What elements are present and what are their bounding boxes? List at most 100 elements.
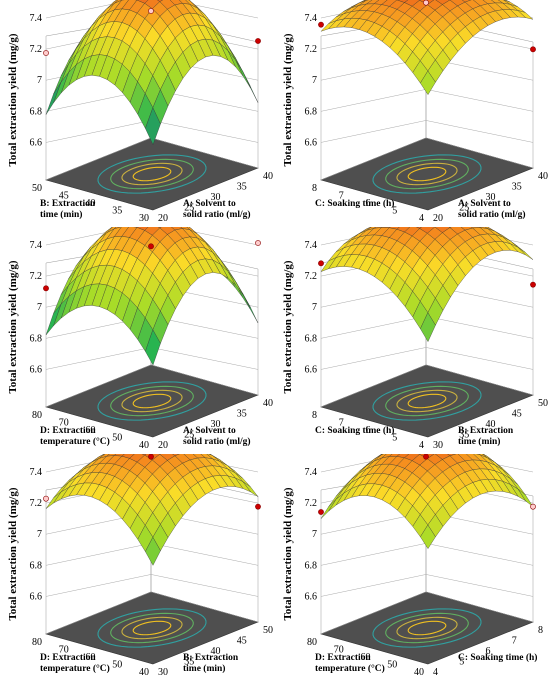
plot-1-surface-cell-117 <box>235 59 251 89</box>
plot-4-zlabel: Total extraction yield (mg/g) <box>282 260 294 393</box>
plot-5-xtick-4: 50 <box>263 625 273 636</box>
plot-2-xtick-3: 35 <box>512 182 522 193</box>
plot-1-ytick-4: 50 <box>32 183 42 194</box>
plot-2-xlabel-line-1: solid ratio (ml/g) <box>458 209 526 220</box>
plot-2-contour-1 <box>396 162 458 186</box>
plot-5-xlabel-line-1: time (min) <box>183 663 225 674</box>
plot-4-xlabel-line-1: time (min) <box>458 436 500 447</box>
plot-1-ztick-3: 7.2 <box>30 44 43 55</box>
plot-4-ytick-1: 5 <box>392 433 397 444</box>
plot-6-xtick-2: 6 <box>486 646 491 657</box>
plot-4-ztick-2: 7 <box>312 302 317 313</box>
plot-6-xtick-3: 7 <box>512 636 517 647</box>
plot-3-design-point-1 <box>43 285 49 292</box>
plot-5-surface-cell-195 <box>145 536 161 566</box>
plot-2-ytick-3: 7 <box>339 191 344 202</box>
plot-5-ztick-4: 7.4 <box>30 467 43 478</box>
plot-3-xlabel-line-0: A: Solvent to <box>183 426 236 436</box>
plot-6-ztick-2: 7 <box>312 529 317 540</box>
plot-5-contour-2 <box>110 612 194 644</box>
plot-5-ytick-2: 60 <box>86 652 96 663</box>
plot-4-design-point-1 <box>318 260 324 267</box>
plot-1-contour-2 <box>110 158 194 190</box>
plot-1-zgrid-0 <box>45 120 152 143</box>
plot-6-ytick-3: 70 <box>334 645 344 656</box>
plot-5-contour-3 <box>97 608 207 648</box>
plot-5-ytick-4: 80 <box>32 637 42 648</box>
plot-1-surface-cell-195 <box>145 107 161 146</box>
plot-3-ytick-4: 80 <box>32 410 42 421</box>
surface-plot-2-svg: 6.6 6.8 7 7.2 7.4 Total extraction yield (mg/… <box>282 0 548 224</box>
surface-plot-4-svg: 6.6 6.8 7 7.2 7.4 Total extraction yield (mg/… <box>282 227 548 451</box>
plot-4-xtick-1: 35 <box>459 430 469 441</box>
plot-2-xlabel-line-0: A: Solvent to <box>458 199 511 209</box>
plot-2-design-point-2 <box>530 46 536 53</box>
plot-3-ztick-3: 7.2 <box>30 271 43 282</box>
plot-1-ytick-0: 30 <box>139 213 149 224</box>
plot-6-contour-2 <box>385 612 469 644</box>
plot-3-design-point-2 <box>255 240 261 246</box>
plot-4-surface-cell-120 <box>416 227 422 229</box>
plot-2-ztick-4: 7.4 <box>305 13 318 24</box>
plot-4-contour-3 <box>372 381 482 421</box>
plot-6-surface-cell-195 <box>420 524 436 549</box>
plot-4-ztick-0: 6.6 <box>305 364 318 375</box>
plot-5-ztick-3: 7.2 <box>30 498 43 509</box>
plot-3-ytick-3: 70 <box>59 418 69 429</box>
plot-5-surface-cell-127 <box>172 454 180 457</box>
plot-6-xtick-4: 8 <box>538 625 543 636</box>
plot-2-ytick-1: 5 <box>392 206 397 217</box>
plot-5-ytick-3: 70 <box>59 645 69 656</box>
plot-2-ztick-0: 6.6 <box>305 137 318 148</box>
plot-6-zgrid-side-1 <box>425 543 534 566</box>
plot-4-contour-2 <box>385 385 469 417</box>
plot-4-ztick-4: 7.4 <box>305 240 318 251</box>
plot-1-ztick-2: 7 <box>37 75 42 86</box>
plot-6-ztick-3: 7.2 <box>305 498 318 509</box>
plot-1-ytick-2: 40 <box>86 198 96 209</box>
plot-1-xtick-4: 40 <box>263 171 273 182</box>
plot-4-xtick-0: 30 <box>433 440 443 451</box>
plot-3-surface-cell-121 <box>157 227 162 229</box>
plot-2-surface-cell-195 <box>420 70 436 95</box>
plot-6-zgrid-0 <box>320 574 427 597</box>
plot-6-ytick-4: 80 <box>307 637 317 648</box>
plot-5-xtick-2: 40 <box>211 646 221 657</box>
plot-5-xtick-1: 35 <box>184 657 194 668</box>
plot-3-contour-3 <box>97 381 207 421</box>
plot-2-ytick-2: 6 <box>366 198 371 209</box>
plot-1-ytick-3: 45 <box>59 191 69 202</box>
plot-2-ztick-2: 7 <box>312 75 317 86</box>
surface-plot-5: 6.6 6.8 7 7.2 7.4 Total extraction yield (mg/… <box>0 454 275 681</box>
plot-3-ylabel-line-1: temperature (°C) <box>40 436 110 447</box>
plot-2-zgrid-side-0 <box>425 120 534 143</box>
surface-plot-3-svg: 6.6 6.8 7 7.2 7.4 Total extraction yield (mg/… <box>7 227 273 451</box>
plot-3-ytick-1: 50 <box>112 433 122 444</box>
plot-3-ztick-1: 6.8 <box>30 333 43 344</box>
plot-3-xlabel-line-1: solid ratio (ml/g) <box>183 436 251 447</box>
plot-5-ylabel-line-0: D: Extraction <box>40 653 96 663</box>
plot-6-ztick-0: 6.6 <box>305 591 318 602</box>
plot-5-ytick-0: 40 <box>139 667 149 678</box>
plot-5-contour-0 <box>132 620 172 636</box>
plot-2-ztick-3: 7.2 <box>305 44 318 55</box>
plot-4-zgrid-1 <box>320 316 427 339</box>
plot-2-ytick-4: 8 <box>312 183 317 194</box>
plot-6-ztick-4: 7.4 <box>305 467 318 478</box>
plot-4-xtick-4: 50 <box>538 398 548 409</box>
plot-3-design-point-3 <box>148 243 154 250</box>
plot-1-ytick-1: 35 <box>112 206 122 217</box>
plot-4-surface-cell-102 <box>517 247 534 260</box>
plot-1-surface-cell-121 <box>157 0 164 2</box>
plot-1-contour-3 <box>97 154 207 194</box>
plot-3-contour-2 <box>110 385 194 417</box>
plot-6-zgrid-1 <box>320 543 427 566</box>
plot-5-zgrid-side-1 <box>150 543 259 566</box>
plot-4-ytick-0: 4 <box>419 440 424 451</box>
plot-1-design-point-2 <box>255 38 261 44</box>
plot-2-xtick-4: 40 <box>538 171 548 182</box>
plot-3-zlabel: Total extraction yield (mg/g) <box>7 260 19 393</box>
plot-5-xlabel-line-0: B: Extraction <box>183 653 239 663</box>
plot-5-xtick-3: 45 <box>237 636 247 647</box>
